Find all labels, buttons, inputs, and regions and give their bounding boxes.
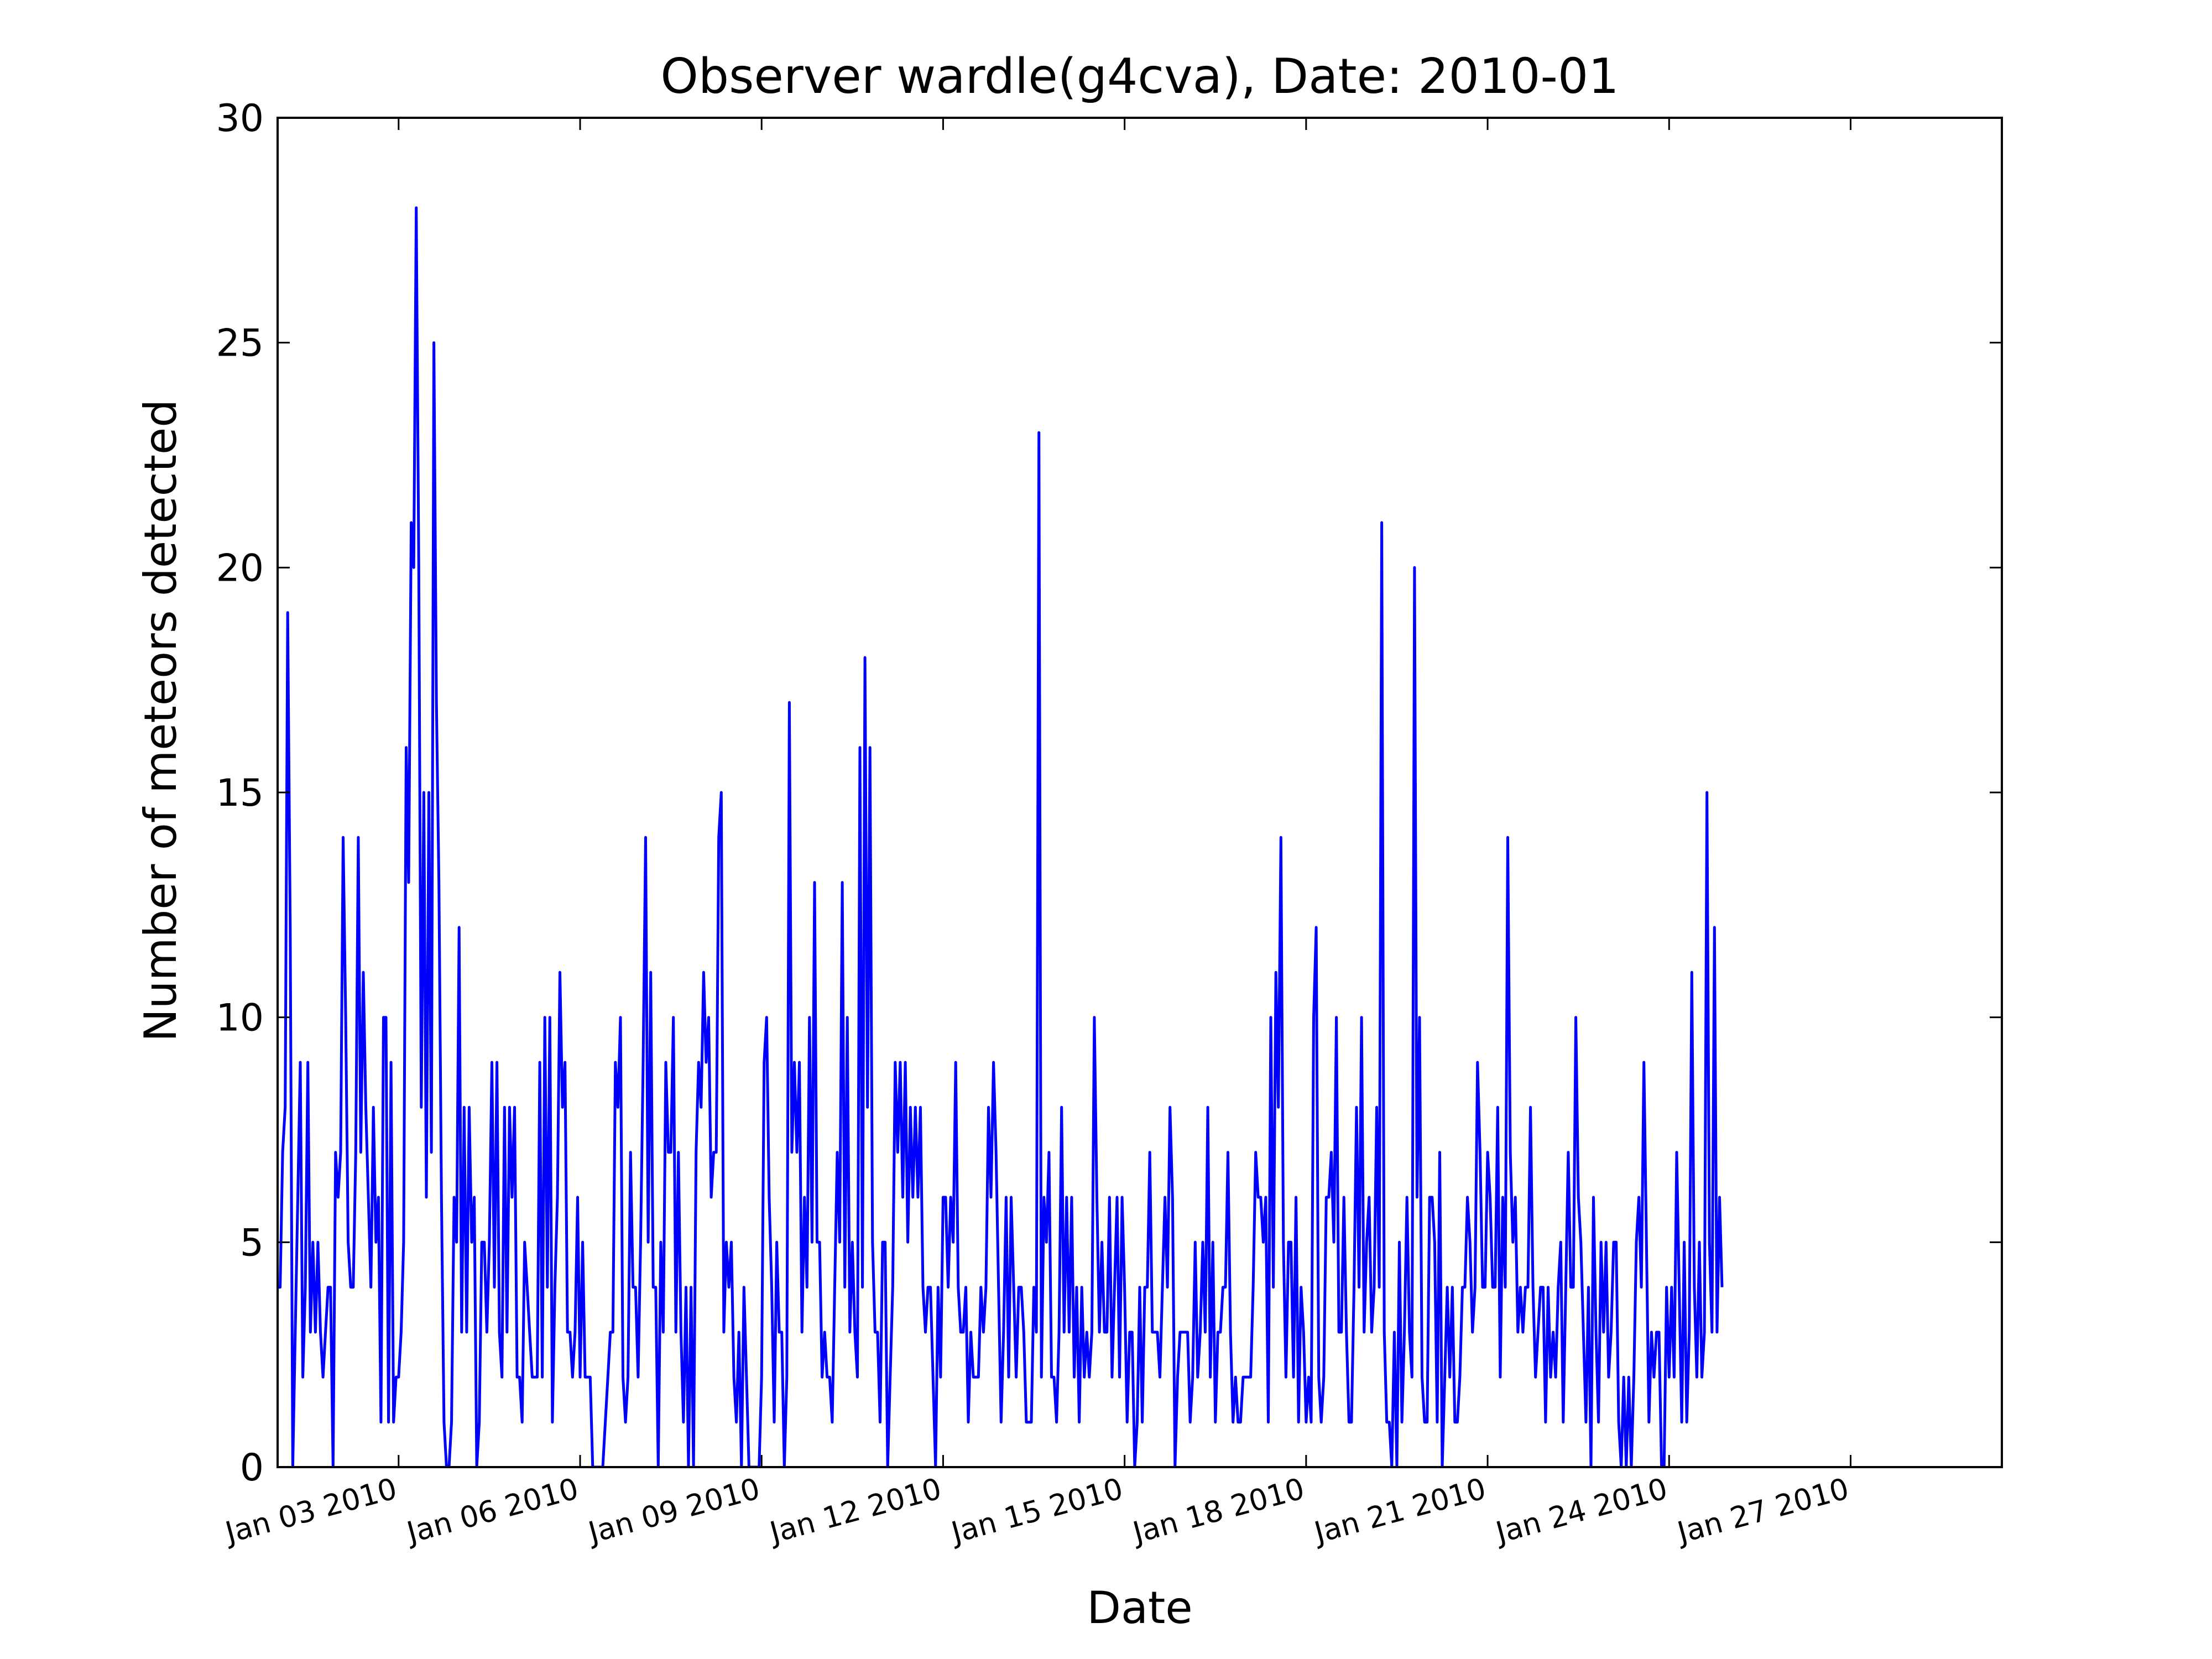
series-line-0 [278,206,1724,1467]
y-tick-label: 20 [216,546,264,590]
y-tick-label: 5 [240,1221,264,1265]
y-tick-label: 0 [240,1446,264,1490]
plot-area [278,206,1724,1467]
y-axis-label: Number of meteors detected [135,399,186,1042]
x-axis-label: Date [1087,1582,1192,1634]
axes-frame [276,117,2003,1468]
y-tick-label: 25 [216,322,264,366]
y-tick-label: 30 [216,97,264,140]
y-tick-label: 15 [216,771,264,815]
y-tick-label: 10 [216,997,264,1040]
chart-title: Observer wardle(g4cva), Date: 2010-01 [660,48,1619,105]
